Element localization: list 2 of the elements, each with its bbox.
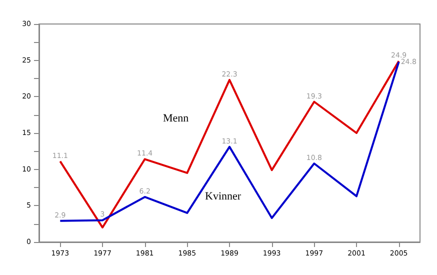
annotation: Menn [163,112,190,124]
annotation: Kvinner [205,190,242,202]
